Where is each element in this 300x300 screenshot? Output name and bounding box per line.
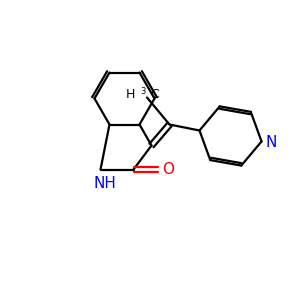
- Text: 3: 3: [141, 87, 146, 96]
- Text: N: N: [266, 135, 277, 150]
- Text: O: O: [162, 162, 174, 177]
- Text: H: H: [126, 88, 136, 101]
- Text: C: C: [151, 88, 159, 101]
- Text: NH: NH: [94, 176, 116, 190]
